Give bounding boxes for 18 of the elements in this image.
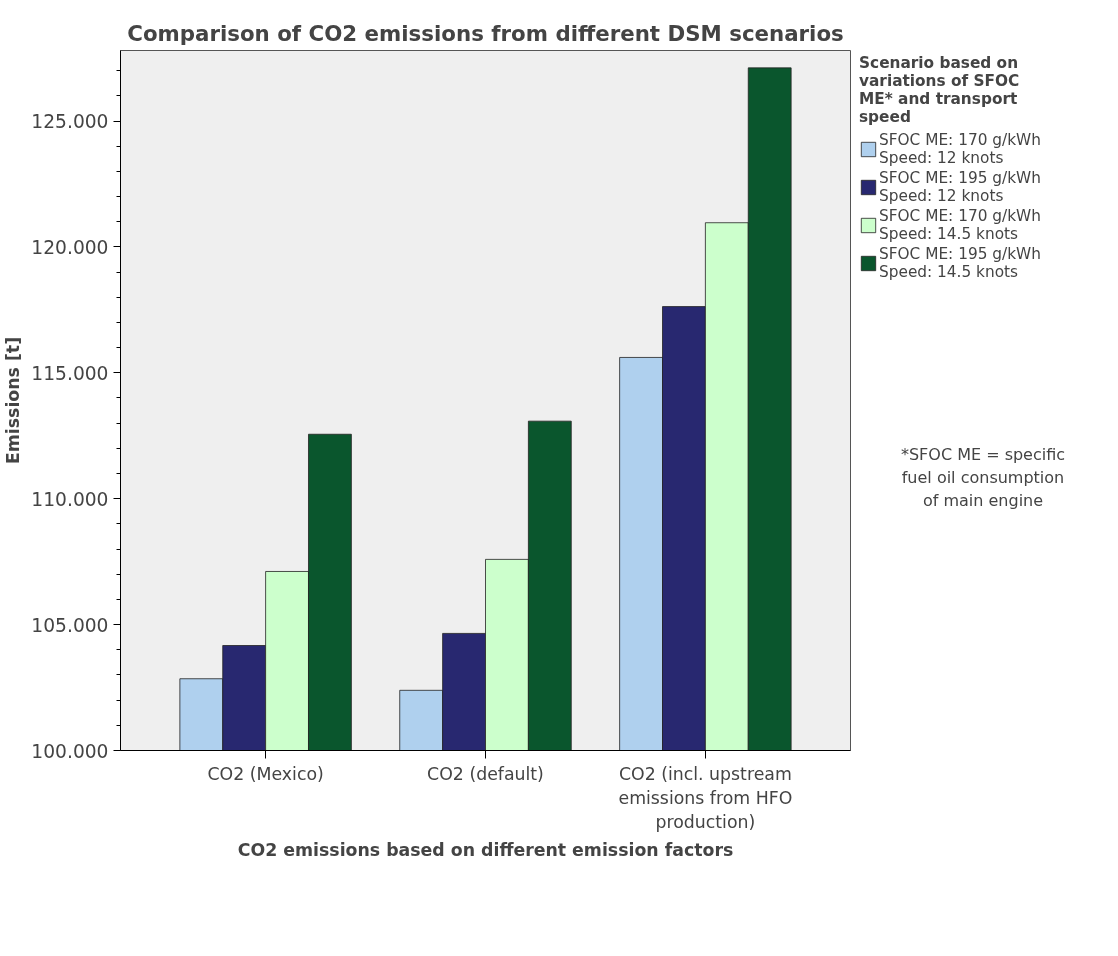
y-axis-title: Emissions [t] [3,336,24,465]
y-tick-label: 110.000 [31,488,109,510]
legend-label: SFOC ME: 170 g/kWh Speed: 14.5 knots [879,207,1041,243]
legend-label: SFOC ME: 195 g/kWh Speed: 12 knots [879,169,1041,205]
x-tick-label: CO2 (incl. upstream emissions from HFO production) [618,763,793,832]
legend-label: SFOC ME: 170 g/kWh Speed: 12 knots [879,131,1041,167]
y-tick-label: 100.000 [31,740,109,762]
text: *SFOC ME = specific fuel oil consumption of main engine [900,445,1066,510]
x-axis-title: CO2 emissions based on different emission factors [237,839,734,860]
chart-title: Comparison of CO2 emissions from different DSM scenarios [127,20,844,46]
x-tick-label: CO2 (default) [427,763,544,784]
x-tick-label: CO2 (Mexico) [207,763,324,784]
y-tick-label: 120.000 [31,236,109,258]
y-tick-label: 105.000 [31,614,109,636]
y-tick-label: 115.000 [31,362,109,384]
legend-label: SFOC ME: 195 g/kWh Speed: 14.5 knots [879,245,1041,281]
y-tick-label: 125.000 [31,111,109,132]
legend-title: Scenario based on variations of SFOC ME* and transport speed [859,54,1021,126]
